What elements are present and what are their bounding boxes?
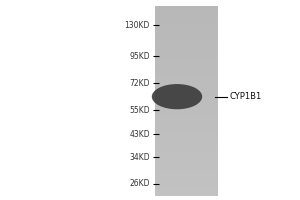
Bar <box>154 63 218 65</box>
Bar <box>154 120 218 122</box>
Bar <box>154 70 218 72</box>
Bar <box>154 11 218 13</box>
Text: 34KD: 34KD <box>129 153 150 162</box>
Bar <box>154 61 218 63</box>
Bar <box>154 130 218 132</box>
Bar <box>154 113 218 115</box>
Bar <box>154 18 218 20</box>
Bar <box>154 89 218 92</box>
Bar <box>154 179 218 182</box>
Bar <box>154 134 218 137</box>
Bar <box>154 186 218 189</box>
Bar <box>154 34 218 37</box>
Bar <box>154 139 218 141</box>
Text: 95KD: 95KD <box>129 52 150 61</box>
Bar <box>154 101 218 103</box>
Bar <box>154 148 218 151</box>
Bar <box>154 163 218 165</box>
Bar <box>154 153 218 156</box>
Bar <box>154 65 218 68</box>
Bar <box>154 165 218 168</box>
Bar <box>154 94 218 96</box>
Bar <box>154 191 218 194</box>
Bar <box>154 30 218 32</box>
Bar <box>154 106 218 108</box>
Text: 26KD: 26KD <box>130 179 150 188</box>
Bar <box>154 103 218 106</box>
Bar <box>154 108 218 110</box>
Bar <box>154 37 218 39</box>
Bar <box>154 13 218 16</box>
Bar <box>154 168 218 170</box>
Bar <box>154 151 218 153</box>
Bar <box>154 82 218 84</box>
Bar <box>154 53 218 56</box>
Bar <box>154 125 218 127</box>
Bar <box>154 115 218 118</box>
Bar <box>154 118 218 120</box>
Bar <box>154 25 218 27</box>
Bar <box>154 182 218 184</box>
Bar <box>154 44 218 46</box>
Bar <box>154 175 218 177</box>
Bar <box>154 99 218 101</box>
Bar <box>154 177 218 179</box>
Bar <box>154 77 218 80</box>
Bar <box>154 56 218 58</box>
Bar <box>154 127 218 130</box>
Bar <box>154 92 218 94</box>
Bar <box>154 156 218 158</box>
Bar <box>154 84 218 87</box>
Bar <box>154 39 218 42</box>
Text: 72KD: 72KD <box>130 79 150 88</box>
Bar <box>154 158 218 160</box>
Bar <box>154 172 218 175</box>
Bar <box>154 160 218 163</box>
Bar <box>154 184 218 186</box>
Bar <box>154 49 218 51</box>
Bar <box>154 141 218 144</box>
Bar <box>154 27 218 30</box>
Bar <box>154 122 218 125</box>
Bar <box>154 20 218 23</box>
Bar <box>154 42 218 44</box>
Text: 55KD: 55KD <box>129 106 150 115</box>
Bar <box>154 58 218 61</box>
Bar <box>154 146 218 148</box>
Text: 43KD: 43KD <box>129 130 150 139</box>
Bar <box>154 137 218 139</box>
Bar <box>154 87 218 89</box>
Bar <box>154 170 218 172</box>
Bar <box>154 6 218 8</box>
Bar <box>154 73 218 75</box>
Bar <box>154 75 218 77</box>
Bar <box>154 189 218 191</box>
Bar <box>154 110 218 113</box>
Text: CYP1B1: CYP1B1 <box>230 92 262 101</box>
Ellipse shape <box>152 84 202 109</box>
Bar <box>154 68 218 70</box>
Text: 130KD: 130KD <box>124 21 150 30</box>
Bar <box>154 46 218 49</box>
Bar <box>154 23 218 25</box>
Bar <box>154 8 218 11</box>
Bar <box>154 194 218 196</box>
Bar <box>154 144 218 146</box>
Bar <box>154 16 218 18</box>
Bar <box>154 132 218 134</box>
Bar <box>154 80 218 82</box>
Bar <box>154 51 218 53</box>
Bar <box>154 32 218 34</box>
Bar <box>154 96 218 99</box>
